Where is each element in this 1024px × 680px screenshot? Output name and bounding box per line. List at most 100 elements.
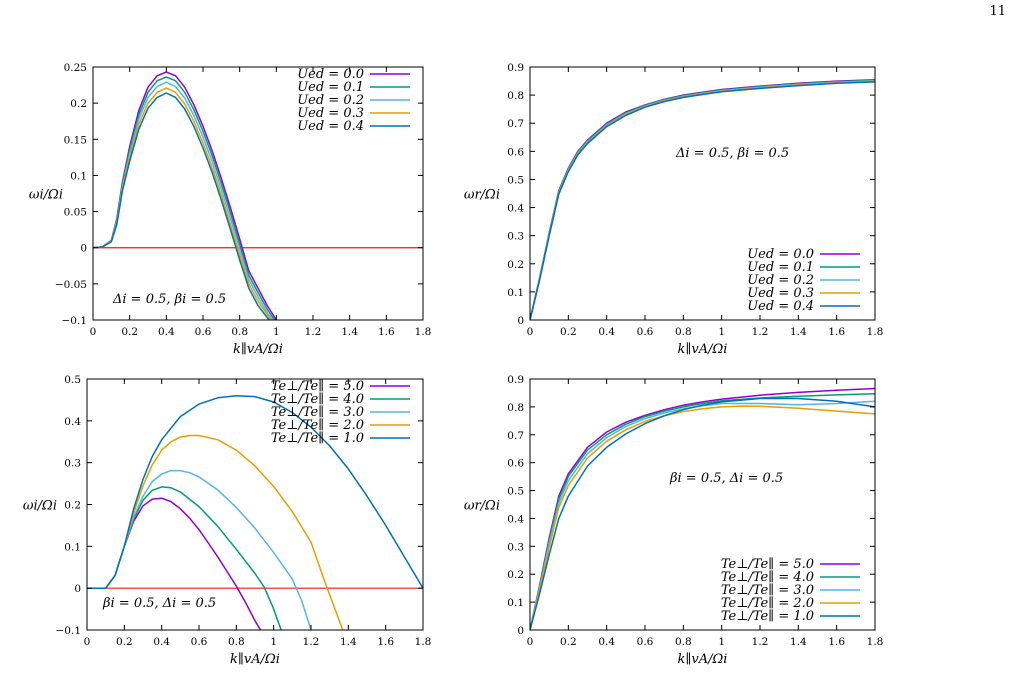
y-tick-label: 0.2 [507,569,524,581]
x-tick-label: 1.6 [377,636,394,648]
legend-label: Ued = 0.0 [747,247,814,262]
legend-label: Ued = 0.3 [747,286,814,301]
x-tick-label: 0.6 [191,636,208,648]
legend-label: Te⊥/Te∥ = 3.0 [271,405,364,420]
legend-label: Ued = 0.2 [297,93,364,108]
x-tick-label: 1.4 [340,636,357,648]
legend-label: Te⊥/Te∥ = 2.0 [721,596,814,611]
legend-label: Ued = 0.2 [747,273,814,288]
y-tick-label: 0.5 [507,486,524,498]
x-tick-label: 1.4 [790,636,807,648]
x-axis-label: k∥vA/Ωi [678,342,728,357]
x-tick-label: 0.2 [121,326,138,338]
y-tick-label: 0.7 [507,118,524,130]
y-tick-label: 0.4 [64,416,81,428]
x-tick-label: 0.8 [675,636,692,648]
y-tick-label: 0.3 [507,541,524,553]
x-tick-label: 1.8 [415,326,432,338]
chart-annotation: βi = 0.5, Δi = 0.5 [669,471,783,486]
legend-label: Te⊥/Te∥ = 2.0 [271,418,364,433]
y-tick-label: 0.2 [64,500,81,512]
y-tick-label: 0.8 [507,402,524,414]
legend-label: Te⊥/Te∥ = 3.0 [721,583,814,598]
y-tick-label: −0.1 [62,315,88,327]
y-tick-label: 0 [74,583,81,595]
x-tick-label: 1.2 [752,326,769,338]
x-axis-label: k∥vA/Ωi [678,652,728,667]
x-tick-label: 0.2 [560,326,577,338]
x-axis-label: k∥vA/Ωi [233,342,283,357]
x-tick-label: 1.4 [790,326,807,338]
series-line-3 [530,405,875,630]
y-tick-label: 0 [517,315,524,327]
x-tick-label: 0.4 [158,326,175,338]
series-line-4 [87,394,423,589]
chart-annotation: βi = 0.5, Δi = 0.5 [102,596,216,611]
y-tick-label: 0 [80,243,87,255]
x-tick-label: 1.6 [378,326,395,338]
x-tick-label: 0.6 [637,326,654,338]
series-line-4 [93,92,270,320]
legend-label: Te⊥/Te∥ = 1.0 [271,431,364,446]
y-tick-label: 0.5 [64,374,81,386]
y-tick-label: 0.6 [507,458,524,470]
x-tick-label: 1.4 [341,326,358,338]
plot-frame [529,378,876,631]
x-tick-label: 0.4 [153,636,170,648]
series-line-4 [530,81,875,320]
legend-label: Ued = 0.1 [297,80,364,95]
y-tick-label: 0.2 [507,259,524,271]
series-line-0 [530,387,875,630]
x-tick-label: 1.8 [867,636,884,648]
y-tick-label: 0.15 [64,134,87,146]
y-tick-label: 0.1 [70,170,87,182]
y-tick-label: 0.3 [64,458,81,470]
legend-label: Ued = 0.4 [747,299,814,314]
y-tick-label: 0.5 [507,174,524,186]
legend-label: Te⊥/Te∥ = 4.0 [721,570,814,585]
x-tick-label: 1.8 [867,326,884,338]
x-axis-label: k∥vA/Ωi [230,652,280,667]
x-tick-label: 1.6 [828,636,845,648]
x-tick-label: 0.8 [228,636,245,648]
x-tick-label: 0.2 [560,636,577,648]
plot-frame [529,66,876,321]
legend-label: Ued = 0.1 [747,260,814,275]
x-tick-label: 1.2 [303,636,320,648]
y-axis-label: ωr/Ωi [464,499,500,514]
series-line-1 [530,393,875,630]
y-tick-label: 0.9 [507,62,524,74]
y-tick-label: 0.05 [64,207,87,219]
y-axis-label: ωi/Ωi [29,188,63,203]
legend-label: Ued = 0.3 [297,106,364,121]
y-tick-label: 0 [517,625,524,637]
y-tick-label: 0.1 [507,597,524,609]
chart-panel-3: 0 0.2 0.4 0.6 0.8 1 1.2 1.4 1.6 1.8−0.100.10.20.3… [23,374,431,667]
plot-frame [92,66,424,321]
series-line-3 [530,80,875,320]
series-line-2 [530,400,875,630]
y-tick-label: 0.7 [507,430,524,442]
x-tick-label: 1.2 [752,636,769,648]
x-tick-label: 0.4 [598,636,615,648]
x-tick-label: 1 [718,326,725,338]
y-tick-label: 0.1 [507,287,524,299]
y-axis-label: ωr/Ωi [464,188,500,203]
x-tick-label: 1.2 [305,326,322,338]
legend-label: Ued = 0.4 [297,119,364,134]
y-tick-label: 0.9 [507,374,524,386]
x-tick-label: 0 [527,326,534,338]
legend-label: Te⊥/Te∥ = 5.0 [271,379,364,394]
y-tick-label: 0.6 [507,146,524,158]
x-tick-label: 0 [527,636,534,648]
chart-panel-4: 0 0.2 0.4 0.6 0.8 1 1.2 1.4 1.6 1.8 0 0.1 0.2 0.3 0.4 0… [464,374,883,667]
chart-annotation: Δi = 0.5, βi = 0.5 [112,292,226,307]
series-line-1 [530,79,875,320]
y-tick-label: 0.25 [64,62,87,74]
x-tick-label: 0.8 [675,326,692,338]
x-tick-label: 0.4 [598,326,615,338]
chart-panel-1: 0 0.2 0.4 0.6 0.8 1 1.2 1.4 1.6 1.8 −0.1 −0.05 0 0.05… [29,62,431,357]
y-tick-label: 0.4 [507,513,524,525]
legend-label: Te⊥/Te∥ = 4.0 [271,392,364,407]
